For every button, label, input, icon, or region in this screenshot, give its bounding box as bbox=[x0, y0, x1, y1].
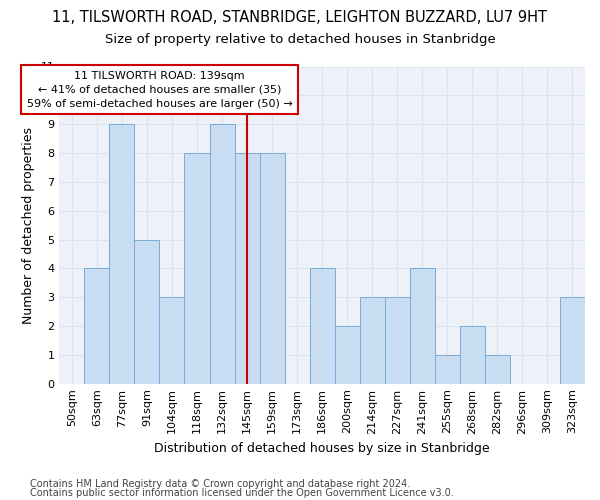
Bar bbox=[260, 153, 284, 384]
Bar bbox=[209, 124, 235, 384]
Text: Contains HM Land Registry data © Crown copyright and database right 2024.: Contains HM Land Registry data © Crown c… bbox=[30, 479, 410, 489]
Bar bbox=[410, 268, 435, 384]
X-axis label: Distribution of detached houses by size in Stanbridge: Distribution of detached houses by size … bbox=[154, 442, 490, 455]
Bar bbox=[360, 297, 385, 384]
Bar bbox=[560, 297, 585, 384]
Bar bbox=[160, 297, 184, 384]
Bar bbox=[109, 124, 134, 384]
Bar bbox=[460, 326, 485, 384]
Bar bbox=[310, 268, 335, 384]
Text: Size of property relative to detached houses in Stanbridge: Size of property relative to detached ho… bbox=[104, 32, 496, 46]
Bar bbox=[385, 297, 410, 384]
Bar bbox=[435, 355, 460, 384]
Text: Contains public sector information licensed under the Open Government Licence v3: Contains public sector information licen… bbox=[30, 488, 454, 498]
Bar bbox=[134, 240, 160, 384]
Bar bbox=[485, 355, 510, 384]
Bar bbox=[184, 153, 209, 384]
Bar bbox=[335, 326, 360, 384]
Text: 11, TILSWORTH ROAD, STANBRIDGE, LEIGHTON BUZZARD, LU7 9HT: 11, TILSWORTH ROAD, STANBRIDGE, LEIGHTON… bbox=[53, 10, 548, 25]
Bar bbox=[85, 268, 109, 384]
Bar bbox=[235, 153, 260, 384]
Y-axis label: Number of detached properties: Number of detached properties bbox=[22, 126, 35, 324]
Text: 11 TILSWORTH ROAD: 139sqm
← 41% of detached houses are smaller (35)
59% of semi-: 11 TILSWORTH ROAD: 139sqm ← 41% of detac… bbox=[26, 71, 292, 109]
